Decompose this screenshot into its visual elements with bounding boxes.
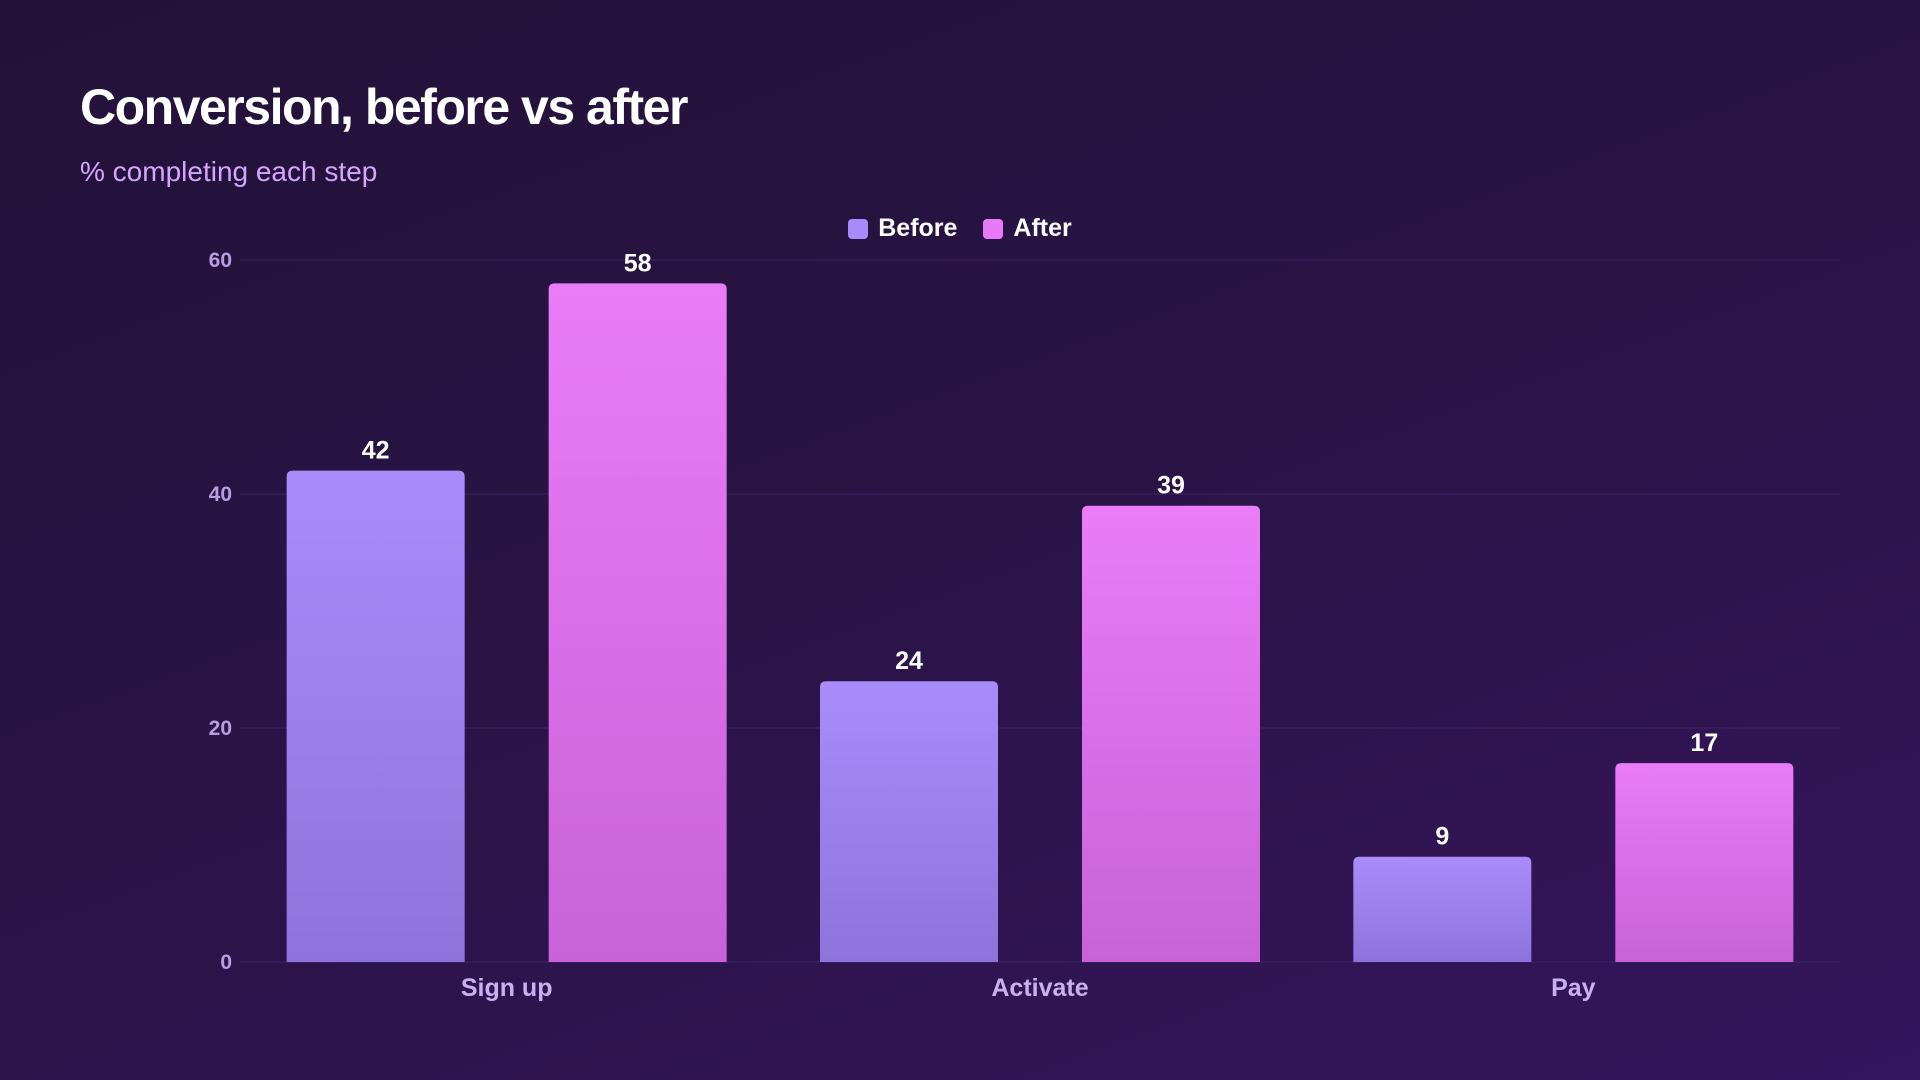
bar-before-activate <box>820 681 998 962</box>
data-label: 17 <box>1690 729 1718 757</box>
data-label: 39 <box>1157 472 1185 500</box>
bar-before-pay <box>1353 856 1532 962</box>
legend-label-before: Before <box>878 214 958 242</box>
legend-item-before[interactable]: Before <box>848 214 957 243</box>
data-label: 42 <box>362 437 390 465</box>
bar-before-sign-up <box>286 470 465 962</box>
legend-swatch-before <box>848 218 869 239</box>
chart-subtitle: % completing each step <box>80 156 378 187</box>
data-label: 9 <box>1435 823 1449 851</box>
legend-label-after: After <box>1013 214 1072 242</box>
bar-after-sign-up <box>548 283 727 962</box>
y-tick-label: 0 <box>220 951 232 974</box>
chart-title: Conversion, before vs after <box>80 79 688 135</box>
legend-swatch-after <box>983 218 1004 239</box>
x-tick-label: Activate <box>991 974 1088 1002</box>
x-tick-label: Pay <box>1551 974 1596 1002</box>
data-label: 24 <box>895 647 923 675</box>
legend: Before After <box>0 214 1920 243</box>
legend-item-after[interactable]: After <box>983 214 1072 243</box>
data-label: 58 <box>624 249 652 277</box>
y-tick-label: 60 <box>209 249 232 272</box>
bar-after-pay <box>1615 763 1794 962</box>
y-tick-label: 40 <box>209 483 232 506</box>
bar-after-activate <box>1082 505 1260 962</box>
y-tick-label: 20 <box>209 717 232 740</box>
x-tick-label: Sign up <box>461 974 553 1002</box>
